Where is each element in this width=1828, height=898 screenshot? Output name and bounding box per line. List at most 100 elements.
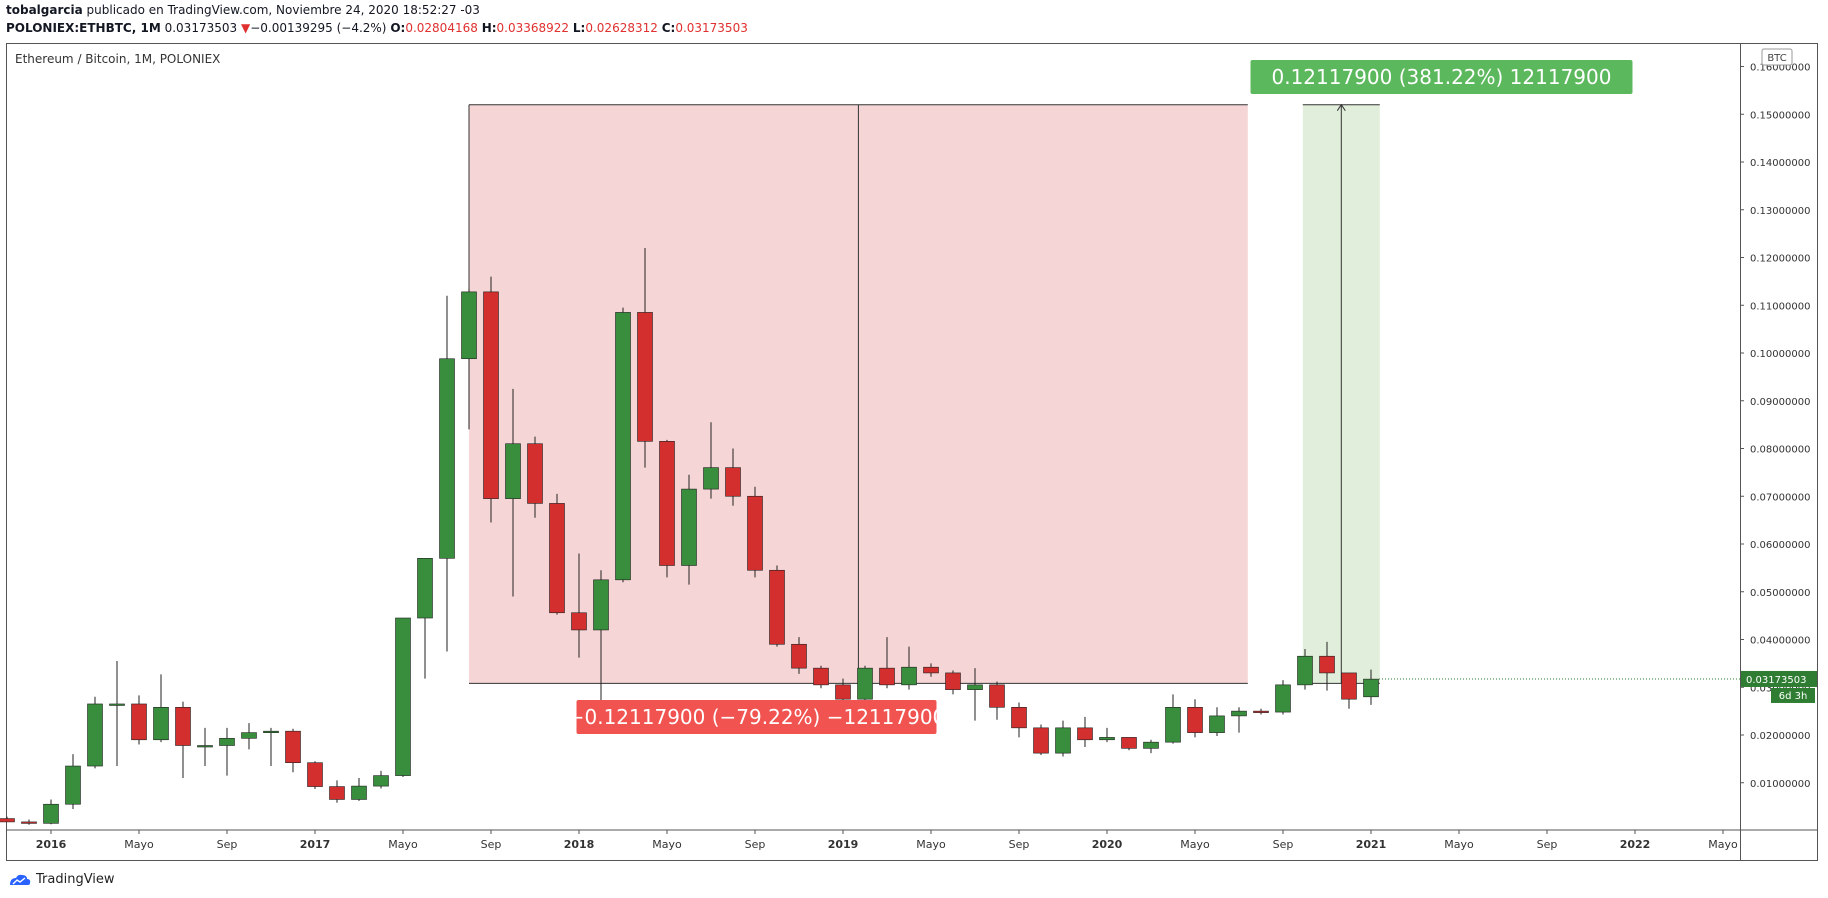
footer-brand[interactable]: TradingView bbox=[8, 872, 115, 887]
candle-down[interactable] bbox=[747, 495, 763, 571]
candle-down[interactable] bbox=[1341, 672, 1357, 700]
candle-down[interactable] bbox=[769, 569, 785, 645]
candle-up[interactable] bbox=[1143, 741, 1159, 749]
candle-up[interactable] bbox=[395, 617, 411, 776]
candle-up[interactable] bbox=[1165, 707, 1181, 743]
y-tick-label: 0.06000000 bbox=[1750, 540, 1810, 551]
loss-measure-label-bg[interactable] bbox=[576, 700, 937, 734]
close-value: 0.03173503 bbox=[675, 21, 748, 35]
x-tick-label: Sep bbox=[745, 838, 766, 851]
x-tick-label: Sep bbox=[1009, 838, 1030, 851]
candle-up[interactable] bbox=[1363, 678, 1379, 698]
x-tick-label: Mayo bbox=[124, 838, 154, 851]
countdown-badge-label: 6d 3h bbox=[1779, 691, 1808, 702]
candle-up[interactable] bbox=[681, 488, 697, 566]
candle-down[interactable] bbox=[923, 666, 939, 674]
x-tick-label: 2016 bbox=[36, 838, 67, 851]
candle-down[interactable] bbox=[0, 818, 15, 823]
candle-up[interactable] bbox=[417, 558, 433, 619]
candle-up[interactable] bbox=[351, 785, 367, 800]
candle-down[interactable] bbox=[329, 786, 345, 800]
candle-down[interactable] bbox=[1187, 707, 1203, 733]
candle-down[interactable] bbox=[637, 312, 653, 442]
candle-down[interactable] bbox=[835, 684, 851, 700]
y-tick-label: 0.12000000 bbox=[1750, 254, 1810, 265]
x-tick-label: 2019 bbox=[828, 838, 859, 851]
loss-measure-label: −0.12117900 (−79.22%) −12117900 bbox=[568, 705, 946, 729]
candle-up[interactable] bbox=[593, 579, 609, 631]
candle-up[interactable] bbox=[703, 467, 719, 490]
candle-down[interactable] bbox=[549, 503, 565, 614]
candle-up[interactable] bbox=[1297, 655, 1313, 686]
candle-up[interactable] bbox=[1099, 737, 1115, 741]
x-tick-label: 2022 bbox=[1620, 838, 1651, 851]
candle-down[interactable] bbox=[285, 730, 301, 763]
candle-up[interactable] bbox=[615, 312, 631, 581]
candle-up[interactable] bbox=[241, 732, 257, 739]
candle-down[interactable] bbox=[131, 703, 147, 741]
candle-up[interactable] bbox=[153, 707, 169, 741]
y-tick-label: 0.14000000 bbox=[1750, 158, 1810, 169]
candle-down[interactable] bbox=[791, 643, 807, 669]
chart-frame bbox=[6, 43, 1818, 861]
candle-down[interactable] bbox=[1319, 655, 1335, 674]
y-tick-label: 0.09000000 bbox=[1750, 397, 1810, 408]
close-label: C: bbox=[661, 21, 676, 35]
candle-up[interactable] bbox=[219, 738, 235, 746]
candle-down[interactable] bbox=[879, 667, 895, 686]
candle-down[interactable] bbox=[659, 441, 675, 566]
author-name: tobalgarcia bbox=[6, 3, 83, 17]
candle-up[interactable] bbox=[1231, 710, 1247, 717]
gain-arrow-head bbox=[1336, 103, 1346, 111]
candle-up[interactable] bbox=[1209, 715, 1225, 733]
candle-down[interactable] bbox=[527, 443, 543, 504]
candle-up[interactable] bbox=[901, 666, 917, 686]
candle-up[interactable] bbox=[65, 765, 81, 805]
candle-up[interactable] bbox=[505, 443, 521, 499]
candle-down[interactable] bbox=[1077, 727, 1093, 741]
candle-up[interactable] bbox=[43, 803, 59, 824]
candle-down[interactable] bbox=[21, 821, 37, 824]
y-tick-label: 0.02000000 bbox=[1750, 731, 1810, 742]
currency-badge[interactable] bbox=[1761, 48, 1793, 66]
candle-up[interactable] bbox=[461, 291, 477, 360]
candle-up[interactable] bbox=[109, 703, 125, 706]
candle-up[interactable] bbox=[373, 775, 389, 787]
candle-down[interactable] bbox=[1033, 727, 1049, 754]
y-tick-label: 0.11000000 bbox=[1750, 301, 1810, 312]
y-tick-label: 0.16000000 bbox=[1750, 63, 1810, 74]
candle-down[interactable] bbox=[571, 612, 587, 631]
candle-up[interactable] bbox=[1055, 727, 1071, 754]
x-tick-label: Sep bbox=[217, 838, 238, 851]
change-value: −0.00139295 (−4.2%) bbox=[250, 21, 387, 35]
candle-down[interactable] bbox=[175, 707, 191, 746]
candle-down[interactable] bbox=[483, 291, 499, 499]
x-tick-label: Sep bbox=[481, 838, 502, 851]
candle-down[interactable] bbox=[1253, 710, 1269, 713]
x-tick-label: Mayo bbox=[388, 838, 418, 851]
gain-measure-label-bg[interactable] bbox=[1250, 60, 1633, 94]
candle-up[interactable] bbox=[87, 703, 103, 767]
candle-down[interactable] bbox=[989, 684, 1005, 708]
candle-up[interactable] bbox=[439, 358, 455, 559]
candle-up[interactable] bbox=[967, 684, 983, 690]
candle-down[interactable] bbox=[1121, 737, 1137, 749]
low-value: 0.02628312 bbox=[585, 21, 658, 35]
y-tick-label: 0.08000000 bbox=[1750, 445, 1810, 456]
candle-up[interactable] bbox=[263, 730, 279, 733]
candle-down[interactable] bbox=[725, 467, 741, 497]
candle-up[interactable] bbox=[197, 745, 213, 748]
candle-down[interactable] bbox=[945, 672, 961, 690]
y-tick-label: 0.05000000 bbox=[1750, 588, 1810, 599]
x-tick-label: Mayo bbox=[1444, 838, 1474, 851]
candle-up[interactable] bbox=[1275, 684, 1291, 713]
pane-title: Ethereum / Bitcoin, 1M, POLONIEX bbox=[15, 52, 221, 66]
candle-down[interactable] bbox=[1011, 707, 1027, 729]
currency-badge-label: BTC bbox=[1767, 53, 1786, 64]
candle-up[interactable] bbox=[857, 667, 873, 700]
high-label: H: bbox=[481, 21, 497, 35]
y-tick-label: 0.15000000 bbox=[1750, 110, 1810, 121]
candle-down[interactable] bbox=[813, 667, 829, 686]
candle-down[interactable] bbox=[307, 762, 323, 787]
